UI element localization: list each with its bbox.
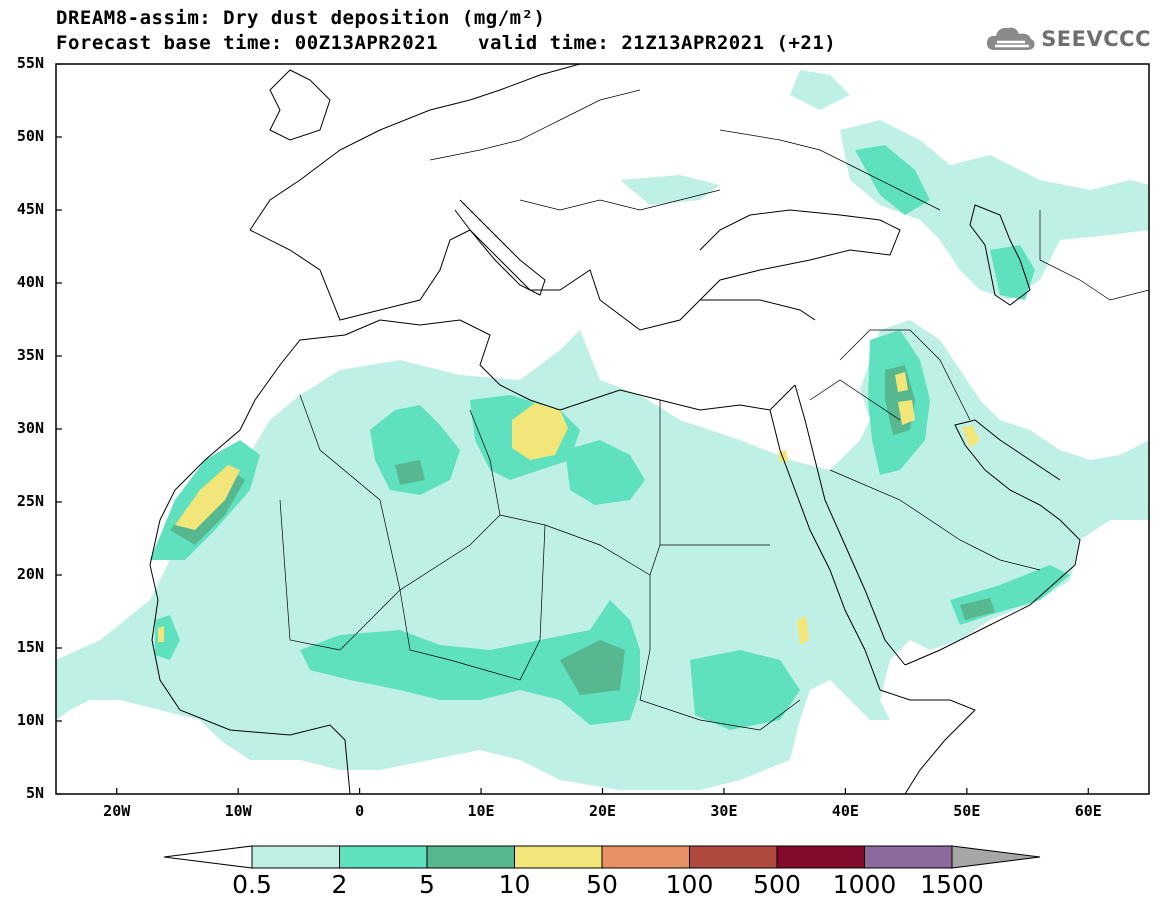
border-iraq-iran <box>839 329 971 421</box>
border-arabia-north <box>809 379 901 421</box>
forecast-times: Forecast base time: 00Z13APR2021 valid ti… <box>56 32 836 54</box>
lat-label: 10N <box>16 711 44 729</box>
colorbar-swatch <box>514 845 603 869</box>
coastline-europe-north <box>249 64 581 231</box>
contour-10-gambia <box>158 626 164 642</box>
contour-10-sudan <box>797 616 809 645</box>
coastline-europe-south <box>249 229 816 331</box>
colorbar-over-arrow <box>951 845 1041 869</box>
colorbar-swatch <box>864 845 953 869</box>
lat-label: 20N <box>16 565 44 583</box>
contour-10-sinai <box>778 450 788 462</box>
colorbar-swatch <box>689 845 778 869</box>
border-saudi <box>829 469 1041 571</box>
contour-5-algeria <box>395 460 425 485</box>
logo-text: SEEVCCC <box>1041 27 1151 51</box>
border-europe-1 <box>429 89 641 161</box>
colorbar-swatch <box>426 845 515 869</box>
border-russia <box>719 129 941 211</box>
border-sudan <box>639 575 801 731</box>
coastline-arabia-south <box>904 469 1081 666</box>
deposition-field <box>56 70 1149 790</box>
contour-2-sudan <box>690 650 800 730</box>
contour-10-kuwait <box>962 425 980 448</box>
lon-label: 30E <box>710 802 738 820</box>
coastline-turkey-black-sea <box>699 209 901 301</box>
colorbar-swatch <box>251 845 340 869</box>
colorbar-boxes <box>251 845 953 869</box>
border-kazakh <box>1039 210 1149 301</box>
colorbar-swatch <box>776 845 865 869</box>
contour-0.5-levant <box>790 70 850 110</box>
lon-label: 0 <box>355 802 365 820</box>
colorbar-label: 0.5 <box>232 870 272 899</box>
lon-label: 50E <box>953 802 981 820</box>
lat-label: 5N <box>25 784 44 802</box>
colorbar <box>163 845 1041 869</box>
border-algeria <box>299 394 501 591</box>
lon-label: 40E <box>831 802 859 820</box>
coastlines <box>149 64 1081 794</box>
colorbar-swatch <box>601 845 690 869</box>
contour-2-ukraine <box>855 145 930 215</box>
coastline-horn-of-africa <box>879 689 976 794</box>
contour-0.5-east <box>620 175 720 205</box>
colorbar-label: 500 <box>753 870 801 899</box>
coastline-africa-west <box>149 334 351 794</box>
lat-label: 50N <box>16 127 44 145</box>
contour-10 <box>175 465 240 530</box>
coastline-italy <box>454 199 546 296</box>
contour-2-caspian <box>990 245 1035 300</box>
lat-label: 15N <box>16 638 44 656</box>
valid-time: valid time: 21Z13APR2021 (+21) <box>478 32 837 54</box>
colorbar-swatch <box>339 845 428 869</box>
contour-10-libya <box>512 403 568 460</box>
lon-label: 20E <box>588 802 617 820</box>
coastline-britain <box>269 69 331 141</box>
coastline-caspian <box>969 204 1031 306</box>
lat-label: 35N <box>16 346 44 364</box>
lon-label: 20W <box>103 802 131 820</box>
cloud-icon <box>987 27 1035 50</box>
contour-5-oman <box>960 598 995 620</box>
border-europe-2 <box>519 189 721 211</box>
colorbar-label: 10 <box>498 870 531 899</box>
colorbar-label: 1500 <box>920 870 984 899</box>
coastline-persian-gulf <box>954 419 1061 481</box>
lat-label: 45N <box>16 200 44 218</box>
lat-label: 30N <box>16 419 44 437</box>
contour-0.5-north <box>840 120 1149 300</box>
lat-label: 55N <box>16 54 44 72</box>
contour-10-iraq <box>895 372 915 425</box>
contour-5-sahel <box>560 640 625 695</box>
colorbar-label: 100 <box>665 870 714 899</box>
colorbar-label: 2 <box>331 870 348 899</box>
contour-2-egypt <box>565 440 645 505</box>
border-mali <box>279 499 401 651</box>
lon-label: 10W <box>224 802 252 820</box>
contour-2-algeria <box>370 405 460 495</box>
colorbar-label: 50 <box>586 870 618 899</box>
colorbar-under-arrow <box>163 845 253 869</box>
lat-label: 25N <box>16 492 44 510</box>
seevccc-logo: SEEVCCC <box>985 24 1151 54</box>
base-time: Forecast base time: 00Z13APR2021 <box>56 32 439 54</box>
map-title: DREAM8-assim: Dry dust deposition (mg/m²… <box>56 7 546 29</box>
axis-ticks <box>56 63 1089 795</box>
coastline-mediterranean-africa <box>344 319 796 411</box>
colorbar-label: 1000 <box>832 870 897 899</box>
borders <box>279 89 1149 731</box>
contour-2-gambia <box>155 615 180 660</box>
lon-label: 60E <box>1074 802 1102 820</box>
lat-label: 40N <box>16 273 44 291</box>
border-niger-chad <box>399 524 546 681</box>
lon-label: 10E <box>467 802 495 820</box>
colorbar-label: 5 <box>419 870 435 899</box>
contour-2-sahel <box>300 600 640 725</box>
coastline-red-sea-east <box>794 384 906 666</box>
border-chad-libya <box>499 514 661 576</box>
coastline-red-sea-west <box>769 409 881 691</box>
